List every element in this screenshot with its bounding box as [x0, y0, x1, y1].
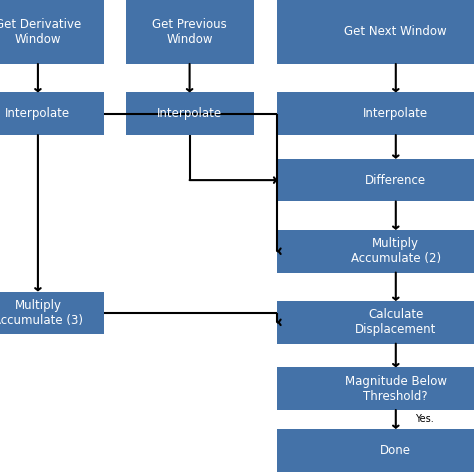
Text: Calculate
Displacement: Calculate Displacement [355, 308, 437, 337]
Text: Get Derivative
Window: Get Derivative Window [0, 18, 81, 46]
FancyBboxPatch shape [277, 301, 474, 344]
FancyBboxPatch shape [126, 92, 254, 135]
FancyBboxPatch shape [277, 230, 474, 273]
Text: Multiply
Accumulate (3): Multiply Accumulate (3) [0, 299, 83, 327]
Text: Interpolate: Interpolate [5, 107, 71, 120]
Text: Magnitude Below
Threshold?: Magnitude Below Threshold? [345, 374, 447, 403]
Text: Done: Done [380, 444, 411, 457]
FancyBboxPatch shape [277, 159, 474, 201]
FancyBboxPatch shape [277, 92, 474, 135]
FancyBboxPatch shape [126, 0, 254, 64]
Text: Get Previous
Window: Get Previous Window [152, 18, 227, 46]
FancyBboxPatch shape [277, 0, 474, 64]
FancyBboxPatch shape [0, 292, 104, 334]
Text: Multiply
Accumulate (2): Multiply Accumulate (2) [351, 237, 441, 265]
Text: Difference: Difference [365, 173, 426, 187]
Text: Interpolate: Interpolate [363, 107, 428, 120]
FancyBboxPatch shape [277, 367, 474, 410]
Text: Interpolate: Interpolate [157, 107, 222, 120]
FancyBboxPatch shape [277, 429, 474, 472]
Text: Yes.: Yes. [415, 414, 434, 425]
FancyBboxPatch shape [0, 0, 104, 64]
Text: Get Next Window: Get Next Window [345, 26, 447, 38]
FancyBboxPatch shape [0, 92, 104, 135]
